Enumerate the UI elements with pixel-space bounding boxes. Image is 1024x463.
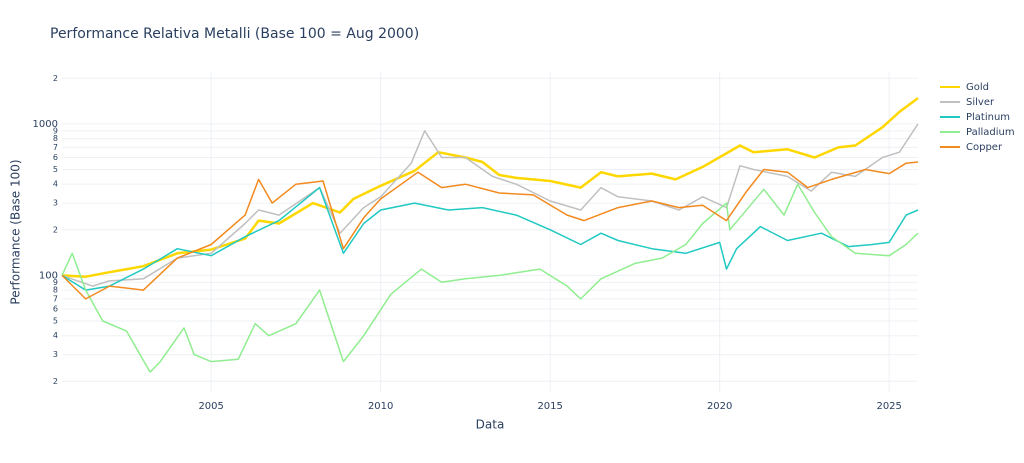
series-line	[61, 186, 919, 291]
x-tick-label: 2025	[876, 401, 901, 412]
legend-label: Gold	[966, 82, 989, 93]
legend-label: Palladium	[966, 127, 1015, 138]
x-tick-label: 2020	[707, 401, 732, 412]
y-tick-label: 7	[53, 143, 58, 152]
y-tick-label: 4	[53, 180, 58, 189]
y-tick-label: 9	[53, 126, 58, 135]
y-tick-label: 8	[53, 286, 58, 295]
y-tick-label: 3	[53, 199, 58, 208]
y-tick-label: 6	[53, 153, 58, 162]
y-tick-label: 5	[53, 317, 58, 326]
series-line	[61, 161, 919, 300]
x-tick-label: 2010	[368, 401, 393, 412]
y-tick-label: 1000	[33, 119, 58, 130]
y-tick-label: 2	[53, 225, 58, 234]
y-axis-title: Performance (Base 100)	[9, 159, 23, 304]
y-tick-label: 2	[53, 74, 58, 83]
y-tick-label: 6	[53, 305, 58, 314]
series-line	[61, 183, 919, 373]
y-tick-label: 8	[53, 134, 58, 143]
y-tick-label: 3	[53, 350, 58, 359]
x-axis-title: Data	[476, 418, 505, 432]
y-tick-label: 4	[53, 331, 58, 340]
legend-label: Silver	[966, 97, 995, 108]
y-tick-label: 7	[53, 294, 58, 303]
x-tick-label: 2005	[198, 401, 223, 412]
y-tick-label: 2	[53, 377, 58, 386]
legend-label: Platinum	[966, 112, 1010, 123]
y-tick-label: 100	[39, 270, 58, 281]
chart-title: Performance Relativa Metalli (Base 100 =…	[50, 26, 419, 42]
y-tick-label: 5	[53, 165, 58, 174]
y-tick-label: 9	[53, 278, 58, 287]
legend-label: Copper	[966, 142, 1003, 153]
series-line	[61, 123, 919, 287]
x-tick-label: 2015	[537, 401, 562, 412]
